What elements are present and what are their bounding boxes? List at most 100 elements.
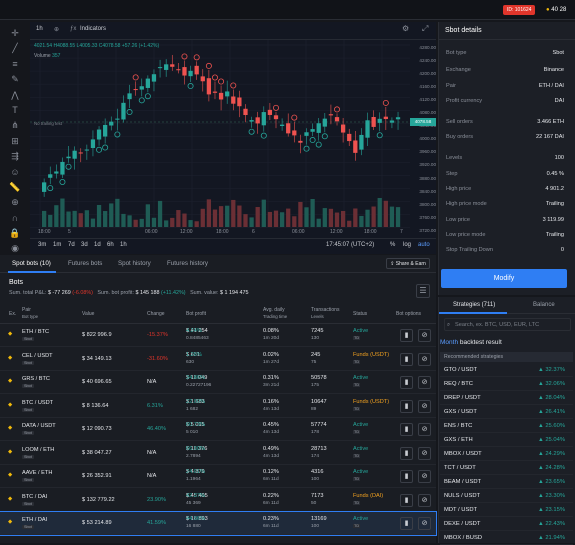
stats-icon[interactable]: ▮ [400, 446, 413, 460]
strategy-item[interactable]: DREP / USDT ▲ 28.04% [440, 391, 573, 405]
col-value[interactable]: Value [82, 311, 95, 317]
stop-icon[interactable]: ⊘ [418, 517, 431, 530]
compare-icon[interactable]: ⊕ [54, 27, 60, 33]
strategy-item[interactable]: MBOX / USDT ▲ 24.29% [440, 447, 573, 461]
lock-icon[interactable]: 🔒 [9, 228, 21, 239]
strategy-item[interactable]: BEAM / USDT ▲ 23.65% [440, 475, 573, 489]
col-pair[interactable]: Pair [22, 307, 31, 313]
trend-line-icon[interactable]: ╱ [12, 43, 18, 54]
lines-icon[interactable]: ≡ [12, 58, 18, 69]
zoom-icon[interactable]: ⊕ [11, 197, 19, 208]
stats-icon[interactable]: ▮ [400, 329, 413, 342]
modify-button[interactable]: Modify [441, 269, 567, 288]
tab-futures-bots[interactable]: Futures bots [68, 260, 103, 267]
magnet-icon[interactable]: ∩ [11, 212, 19, 223]
time-tick: 18:00 [364, 229, 377, 235]
strategy-search-input[interactable]: ⌕ Search, ex. BTC, USD, EUR, LTC [444, 318, 571, 331]
col-profit[interactable]: Bot profit [186, 311, 207, 317]
strategy-item[interactable]: GXS / USDT ▲ 26.41% [440, 405, 573, 419]
log-toggle[interactable]: log [403, 242, 412, 248]
table-row[interactable]: ◆ ETH / DAI Sbot $ 53 214.89 41.59% $ 16 893 … [0, 511, 437, 536]
face-icon[interactable]: ☺ [10, 166, 20, 177]
stats-icon[interactable]: ▮ [400, 376, 413, 389]
stop-icon[interactable]: ⊘ [418, 470, 431, 483]
strategy-item[interactable]: DEXE / USDT ▲ 22.43% [440, 517, 573, 531]
trading-time: 4m 13d [263, 430, 279, 435]
coin-icon: ● [546, 7, 550, 13]
stats-icon[interactable]: ▮ [400, 399, 413, 413]
forecast-icon[interactable]: ⇶ [11, 151, 19, 162]
table-header: Ex. Pair Bot type Value Change Bot profi… [0, 304, 436, 324]
daily-pct: 0.22% [263, 492, 279, 499]
range-1h[interactable]: 1h [120, 242, 127, 248]
table-row[interactable]: ◆ AAVE / ETH Sbot $ 26 352.91 N/A $ 4 879 24.… [0, 465, 436, 488]
interval-button[interactable]: 1h [36, 26, 43, 32]
stop-icon[interactable]: ⊘ [418, 423, 431, 436]
table-row[interactable]: ◆ CEL / USDT Sbot $ 34 149.13 -31.60% $ 631 1… [0, 348, 436, 371]
range-7d[interactable]: 7d [68, 242, 75, 248]
stop-icon[interactable]: ⊘ [418, 446, 431, 460]
range-1d[interactable]: 1d [94, 242, 101, 248]
settings-icon[interactable]: ⚙ [402, 24, 410, 33]
percent-toggle[interactable]: % [390, 242, 396, 248]
tab-strategies[interactable]: Strategies (711) [453, 302, 496, 308]
range-6h[interactable]: 6h [107, 242, 114, 248]
pattern-icon[interactable]: ⋀ [11, 89, 19, 100]
detail-key: Stop Trailing Down [446, 247, 493, 253]
col-ex[interactable]: Ex. [9, 311, 17, 317]
detail-row: Stop Trailing Down 0 [446, 244, 564, 258]
stats-icon[interactable]: ▮ [400, 517, 413, 530]
stats-icon[interactable]: ▮ [400, 352, 413, 366]
stop-icon[interactable]: ⊘ [418, 493, 431, 507]
strategy-item[interactable]: ENS / BTC ▲ 25.60% [440, 419, 573, 433]
range-3m[interactable]: 3m [38, 242, 47, 248]
table-row[interactable]: ◆ DATA / USDT Sbot $ 12 090.73 46.40% $ 5 015… [0, 418, 436, 441]
strategy-item[interactable]: GTO / USDT ▲ 32.37% [440, 363, 573, 377]
candlestick-chart[interactable] [30, 22, 436, 254]
gann-icon[interactable]: ⊞ [11, 135, 19, 146]
eye-icon[interactable]: ◉ [11, 243, 19, 254]
tab-futures-history[interactable]: Futures history [167, 260, 208, 267]
stop-icon[interactable]: ⊘ [418, 399, 431, 413]
table-row[interactable]: ◆ BTC / USDT Sbot $ 8 136.64 6.31% $ 1 683 22… [0, 395, 436, 418]
table-row[interactable]: ◆ BTC / DAI Sbot $ 132 779.22 23.90% $ 45 405… [0, 489, 436, 512]
stats-icon[interactable]: ▮ [400, 470, 413, 483]
table-row[interactable]: ◆ LOOM / ETH Sbot $ 38 047.27 N/A $ 11 376 66… [0, 442, 436, 465]
strategy-item[interactable]: REQ / BTC ▲ 32.06% [440, 377, 573, 391]
range-3d[interactable]: 3d [81, 242, 88, 248]
tab-spot-history[interactable]: Spot history [118, 260, 151, 267]
stats-icon[interactable]: ▮ [400, 493, 413, 507]
fullscreen-icon[interactable]: ⤢ [422, 24, 429, 33]
col-status[interactable]: Status [353, 311, 368, 317]
share-earn-button[interactable]: ⇪ Share & Earn [386, 258, 430, 269]
brush-icon[interactable]: ✎ [11, 74, 19, 85]
crosshair-icon[interactable]: ✛ [11, 28, 19, 38]
strategy-item[interactable]: MDT / USDT ▲ 23.15% [440, 503, 573, 517]
price-chart[interactable] [30, 22, 436, 254]
tab-balance[interactable]: Balance [533, 302, 555, 308]
filter-button[interactable]: ☰ [416, 284, 430, 298]
auto-toggle[interactable]: auto [418, 242, 430, 248]
strategy-item[interactable]: TCT / USDT ▲ 24.28% [440, 461, 573, 475]
table-row[interactable]: ◆ ETH / BTC Sbot $ 822 996.9 -15.37% $ 41 254… [0, 324, 436, 347]
indicators-button[interactable]: Indicators [80, 26, 107, 32]
strategy-item[interactable]: GXS / ETH ▲ 25.04% [440, 433, 573, 447]
ruler-icon[interactable]: 📏 [9, 181, 21, 192]
stop-icon[interactable]: ⊘ [418, 329, 431, 342]
strategy-item[interactable]: NULS / USDT ▲ 23.30% [440, 489, 573, 503]
range-1m[interactable]: 1m [53, 242, 62, 248]
col-tx[interactable]: Transactions [311, 307, 340, 313]
user-id-badge[interactable]: ID: 101624 [503, 5, 536, 15]
bot-value: $ 40 696.65 [82, 379, 112, 385]
coin-balance[interactable]: ● 40 28 [546, 7, 567, 13]
stats-icon[interactable]: ▮ [400, 423, 413, 436]
text-icon[interactable]: T [12, 104, 18, 115]
col-change[interactable]: Change [147, 311, 165, 317]
pitchfork-icon[interactable]: ⋔ [11, 120, 19, 131]
stop-icon[interactable]: ⊘ [418, 376, 431, 389]
tab-spot-bots[interactable]: Spot bots (10) [12, 260, 51, 267]
table-row[interactable]: ◆ GRS / BTC Sbot $ 40 696.65 N/A $ 11 049 34.… [0, 371, 436, 394]
col-daily[interactable]: Avg. daily [263, 307, 285, 313]
stop-icon[interactable]: ⊘ [418, 352, 431, 366]
levels: 174 [311, 453, 320, 459]
